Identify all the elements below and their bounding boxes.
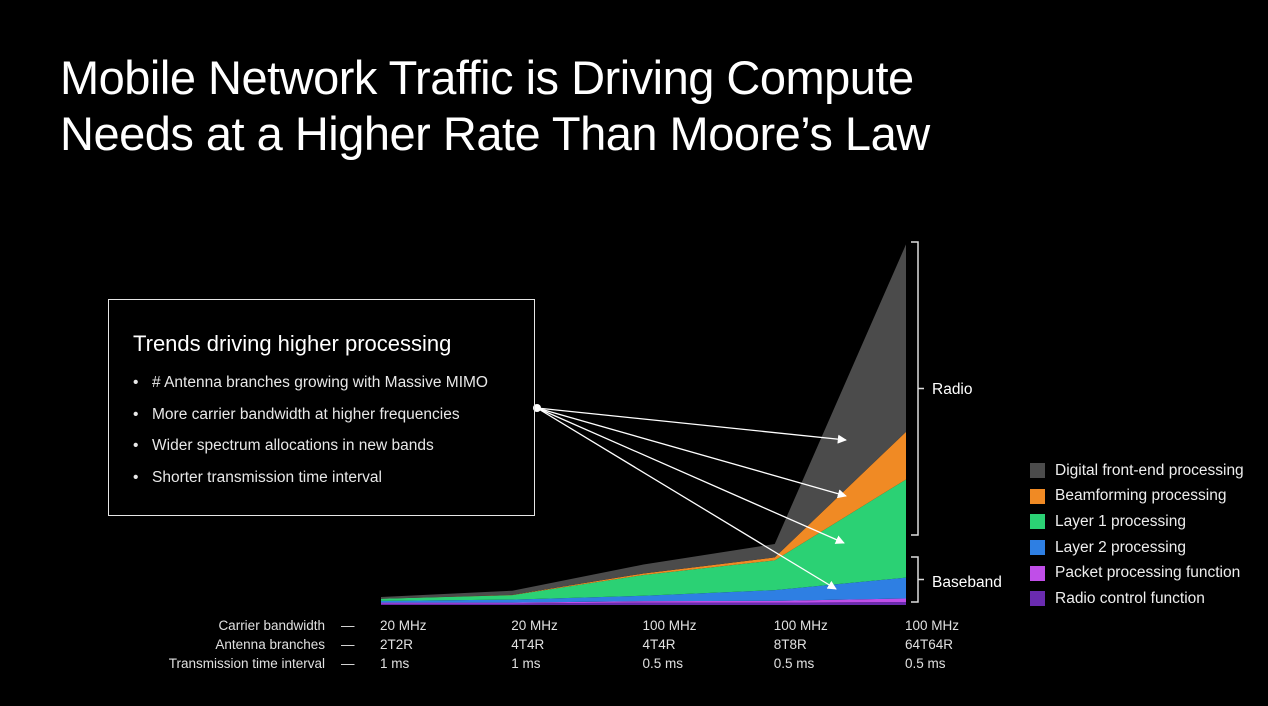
bullet-icon: •	[133, 374, 139, 391]
x-tick-label: 20 MHz	[380, 618, 427, 633]
x-tick-label: 64T64R	[905, 637, 953, 652]
legend-swatch	[1030, 565, 1045, 581]
x-tick-label: 4T4R	[511, 637, 544, 652]
radio-label: Radio	[932, 381, 973, 398]
legend-label: Layer 2 processing	[1055, 538, 1186, 556]
legend-swatch	[1030, 540, 1045, 556]
trend-arrow-1	[536, 407, 847, 444]
title-line-1: Mobile Network Traffic is Driving Comput…	[60, 51, 914, 104]
legend-item: Digital front-end processing	[1030, 458, 1244, 484]
x-row-dash: —	[341, 656, 355, 671]
x-row-dash: —	[341, 637, 355, 652]
legend-item: Radio control function	[1030, 586, 1244, 612]
trend-item-text: Wider spectrum allocations in new bands	[152, 437, 434, 454]
trend-item: • # Antenna branches growing with Massive…	[133, 373, 488, 405]
trends-list: • # Antenna branches growing with Massive…	[133, 373, 488, 499]
x-tick-label: 0.5 ms	[905, 656, 946, 671]
area-radio-control-function	[381, 602, 906, 605]
x-tick-label: 2T2R	[380, 637, 413, 652]
baseband-label: Baseband	[932, 574, 1002, 591]
legend-item: Layer 1 processing	[1030, 509, 1244, 535]
baseband-bracket	[911, 556, 924, 603]
bullet-icon: •	[133, 468, 139, 486]
legend-label: Layer 1 processing	[1055, 512, 1186, 530]
trend-arrow-3	[536, 407, 845, 544]
trend-item-text: # Antenna branches growing with Massive …	[152, 374, 488, 391]
trend-arrow-4	[536, 407, 837, 590]
title-line-2: Needs at a Higher Rate Than Moore’s Law	[60, 107, 930, 160]
bullet-icon: •	[133, 437, 139, 454]
trend-arrow-2	[536, 407, 847, 499]
x-row-label: Carrier bandwidth	[218, 618, 325, 633]
legend-label: Digital front-end processing	[1055, 461, 1244, 479]
x-tick-label: 100 MHz	[774, 618, 828, 633]
x-tick-label: 1 ms	[380, 656, 410, 671]
x-tick-label: 0.5 ms	[643, 656, 684, 671]
arrow-origin-dot	[533, 404, 541, 412]
x-row-label: Transmission time interval	[169, 656, 325, 671]
trend-item: • Wider spectrum allocations in new bands	[133, 436, 488, 468]
x-tick-label: 20 MHz	[511, 618, 558, 633]
legend-label: Packet processing function	[1055, 564, 1241, 582]
legend-swatch	[1030, 514, 1045, 530]
x-tick-label: 4T4R	[643, 637, 676, 652]
radio-bracket	[911, 241, 924, 536]
legend-label: Beamforming processing	[1055, 487, 1227, 505]
legend-swatch	[1030, 463, 1045, 479]
area-layer-2-processing	[381, 577, 906, 603]
trend-item: • Shorter transmission time interval	[133, 468, 488, 500]
trend-item-text: More carrier bandwidth at higher frequen…	[152, 405, 460, 423]
x-tick-label: 100 MHz	[643, 618, 697, 633]
chart-legend: Digital front-end processing Beamforming …	[1030, 458, 1244, 612]
legend-item: Layer 2 processing	[1030, 535, 1244, 561]
trend-item-text: Shorter transmission time interval	[152, 468, 382, 486]
trend-item: • More carrier bandwidth at higher freque…	[133, 405, 488, 437]
x-row-dash: —	[341, 618, 355, 633]
legend-swatch	[1030, 488, 1045, 504]
trends-box: Trends driving higher processing • # Ante…	[108, 299, 535, 516]
slide-title: Mobile Network Traffic is Driving Comput…	[60, 50, 1060, 162]
area-packet-processing-function	[381, 598, 906, 604]
x-tick-label: 100 MHz	[905, 618, 959, 633]
legend-item: Packet processing function	[1030, 560, 1244, 586]
legend-label: Radio control function	[1055, 589, 1205, 607]
x-tick-label: 1 ms	[511, 656, 541, 671]
x-tick-label: 0.5 ms	[774, 656, 815, 671]
x-row-label: Antenna branches	[215, 637, 325, 652]
bullet-icon: •	[133, 405, 139, 423]
legend-item: Beamforming processing	[1030, 484, 1244, 510]
x-tick-label: 8T8R	[774, 637, 807, 652]
legend-swatch	[1030, 591, 1045, 607]
area-layer-1-processing	[381, 479, 906, 601]
trends-heading: Trends driving higher processing	[133, 331, 452, 356]
